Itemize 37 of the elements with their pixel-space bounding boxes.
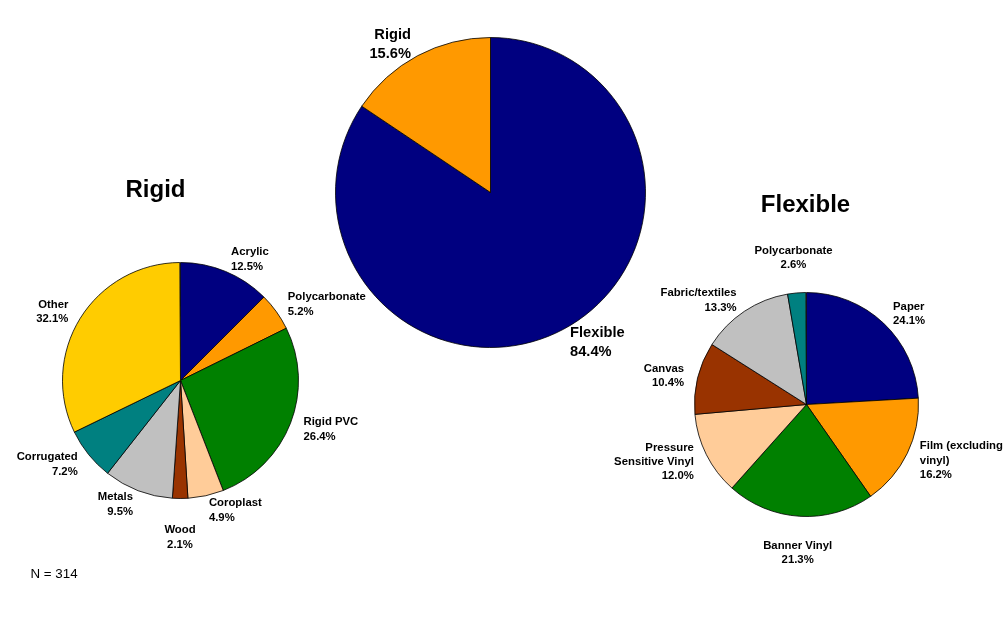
- slice-label: Other: [38, 297, 69, 310]
- data-label: 12.0%: [661, 469, 694, 482]
- slice-label: Rigid PVC: [303, 415, 359, 428]
- data-label: 12.5%: [231, 259, 264, 272]
- data-label: 13.3%: [704, 300, 737, 313]
- slice-label: Metals: [97, 490, 134, 503]
- data-label: 32.1%: [36, 312, 69, 325]
- data-label: 26.4%: [303, 429, 336, 442]
- text: N = 314: [30, 566, 79, 581]
- data-label: 24.1%: [893, 314, 926, 327]
- slice-label: Rigid: [374, 25, 411, 42]
- data-label: 15.6%: [369, 44, 411, 61]
- slice-label: Polycarbonate: [287, 290, 366, 303]
- chart-title: Rigid: [125, 175, 186, 202]
- data-label: 16.2%: [919, 467, 952, 480]
- data-label: 2.1%: [167, 537, 193, 550]
- slice-label: Banner Vinyl: [763, 539, 833, 552]
- slice-label: Flexible: [760, 190, 851, 217]
- data-label: 5.2%: [287, 304, 314, 317]
- data-label: 10.4%: [651, 375, 685, 388]
- slice-label: Corrugated: [16, 450, 78, 463]
- data-label: 84.4%: [570, 343, 612, 360]
- data-label: 4.9%: [208, 510, 235, 523]
- data-label: 9.5%: [107, 504, 134, 517]
- data-label: 2.6%: [780, 258, 807, 271]
- slice-label: Film (excluding vinyl): [919, 439, 1003, 466]
- slice-label: Coroplast: [208, 496, 262, 509]
- slice-label: Pressure Sensitive Vinyl: [614, 440, 694, 467]
- slice-label: Flexible: [570, 324, 625, 341]
- slice-label: Acrylic: [231, 245, 269, 258]
- data-label: 7.2%: [51, 464, 78, 477]
- data-label: 21.3%: [781, 553, 814, 566]
- slice-label: Polycarbonate: [754, 243, 833, 256]
- slice-label: Paper: [893, 299, 926, 312]
- slice-label: Fabric/textiles: [660, 286, 737, 299]
- slice-label: Wood: [164, 523, 196, 536]
- slice-label: Canvas: [643, 361, 685, 374]
